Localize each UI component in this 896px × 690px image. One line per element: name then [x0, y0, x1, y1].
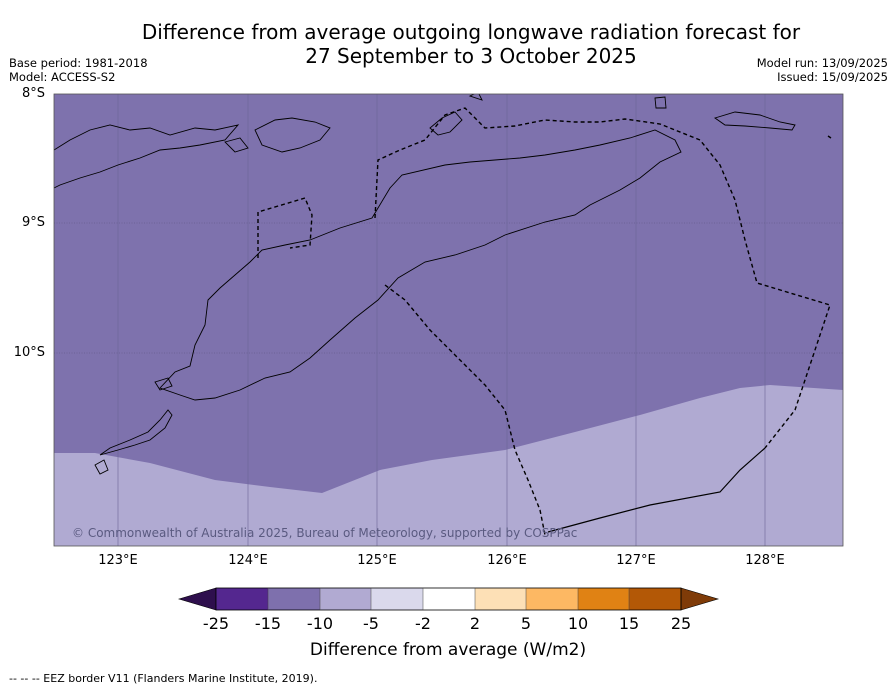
colorbar [177, 587, 720, 611]
footnote: -- -- -- EEZ border V11 (Flanders Marine… [9, 672, 318, 685]
coastline-pantar [224, 137, 249, 153]
lat-label-10s: 10°S [13, 345, 45, 360]
colorbar-tick: 15 [618, 614, 640, 633]
coastline-romang [654, 96, 667, 109]
colorbar-bin-6 [475, 588, 526, 610]
meta-left: Base period: 1981-2018 Model: ACCESS-S2 [9, 56, 148, 84]
eez-west-enclave [257, 197, 313, 258]
lon-label-128e: 128°E [745, 553, 785, 568]
title-line-2: 27 September to 3 October 2025 [305, 44, 637, 68]
eez-border [257, 107, 831, 536]
colorbar-bin-2 [268, 588, 320, 610]
colorbar-tick: -15 [254, 614, 282, 633]
lon-label-126e: 126°E [487, 553, 527, 568]
colorbar-bin-3 [320, 588, 371, 610]
issued-date: Issued: 15/09/2025 [777, 70, 888, 84]
lon-label-125e: 125°E [357, 553, 397, 568]
colorbar-tick: -5 [363, 614, 379, 633]
colorbar-label: Difference from average (W/m2) [309, 640, 587, 660]
colorbar-extend-low [177, 587, 217, 611]
coastline-timor [159, 129, 682, 401]
coastline-far-east-islet [827, 135, 832, 139]
coastline-wetar [713, 111, 796, 131]
coastline-flores [54, 124, 240, 189]
base-period: Base period: 1981-2018 [9, 56, 148, 70]
colorbar-bin-8 [578, 588, 629, 610]
lon-label-127e: 127°E [616, 553, 656, 568]
maritime-boundary-solid [547, 447, 766, 533]
coastline-semau [154, 377, 173, 391]
colorbar-tick: -10 [306, 614, 334, 633]
colorbar-tick: 2 [469, 614, 481, 633]
coastlines [54, 94, 832, 475]
copyright-credit: © Commonwealth of Australia 2025, Bureau… [72, 526, 578, 540]
model-name: Model: ACCESS-S2 [9, 70, 116, 84]
colorbar-dividers [267, 588, 630, 610]
chart-title: Difference from average outgoing longwav… [60, 20, 882, 68]
lon-label-124e: 124°E [228, 553, 268, 568]
graticule-lon [117, 94, 766, 546]
lat-label-9s: 9°S [21, 215, 45, 230]
lon-label-123e: 123°E [98, 553, 138, 568]
graticule [54, 222, 843, 354]
model-run: Model run: 13/09/2025 [756, 56, 888, 70]
meta-right: Model run: 13/09/2025 Issued: 15/09/2025 [757, 56, 888, 84]
coastline-rote [99, 409, 173, 456]
coastline-ndao [94, 459, 109, 475]
coastline-north-islet [468, 94, 483, 101]
colorbar-bin-9 [629, 588, 681, 610]
colorbar-tick: -2 [415, 614, 431, 633]
eez-north-boundary [374, 107, 831, 449]
colorbar-outline [215, 587, 682, 611]
lat-label-8s: 8°S [21, 86, 45, 101]
coastline-alor [254, 117, 331, 153]
colorbar-tick: 10 [567, 614, 589, 633]
map-border [53, 93, 844, 547]
colorbar-extend-high [680, 587, 720, 611]
eez-inner-boundary [384, 284, 546, 536]
colorbar-tick: 5 [520, 614, 532, 633]
colorbar-tick: -25 [202, 614, 230, 633]
colorbar-bin-1 [216, 588, 268, 610]
colorbar-tick: 25 [670, 614, 692, 633]
colorbar-bin-7 [526, 588, 578, 610]
colorbar-bin-5 [423, 588, 475, 610]
colorbar-bin-4 [371, 588, 423, 610]
title-line-1: Difference from average outgoing longwav… [141, 20, 801, 44]
